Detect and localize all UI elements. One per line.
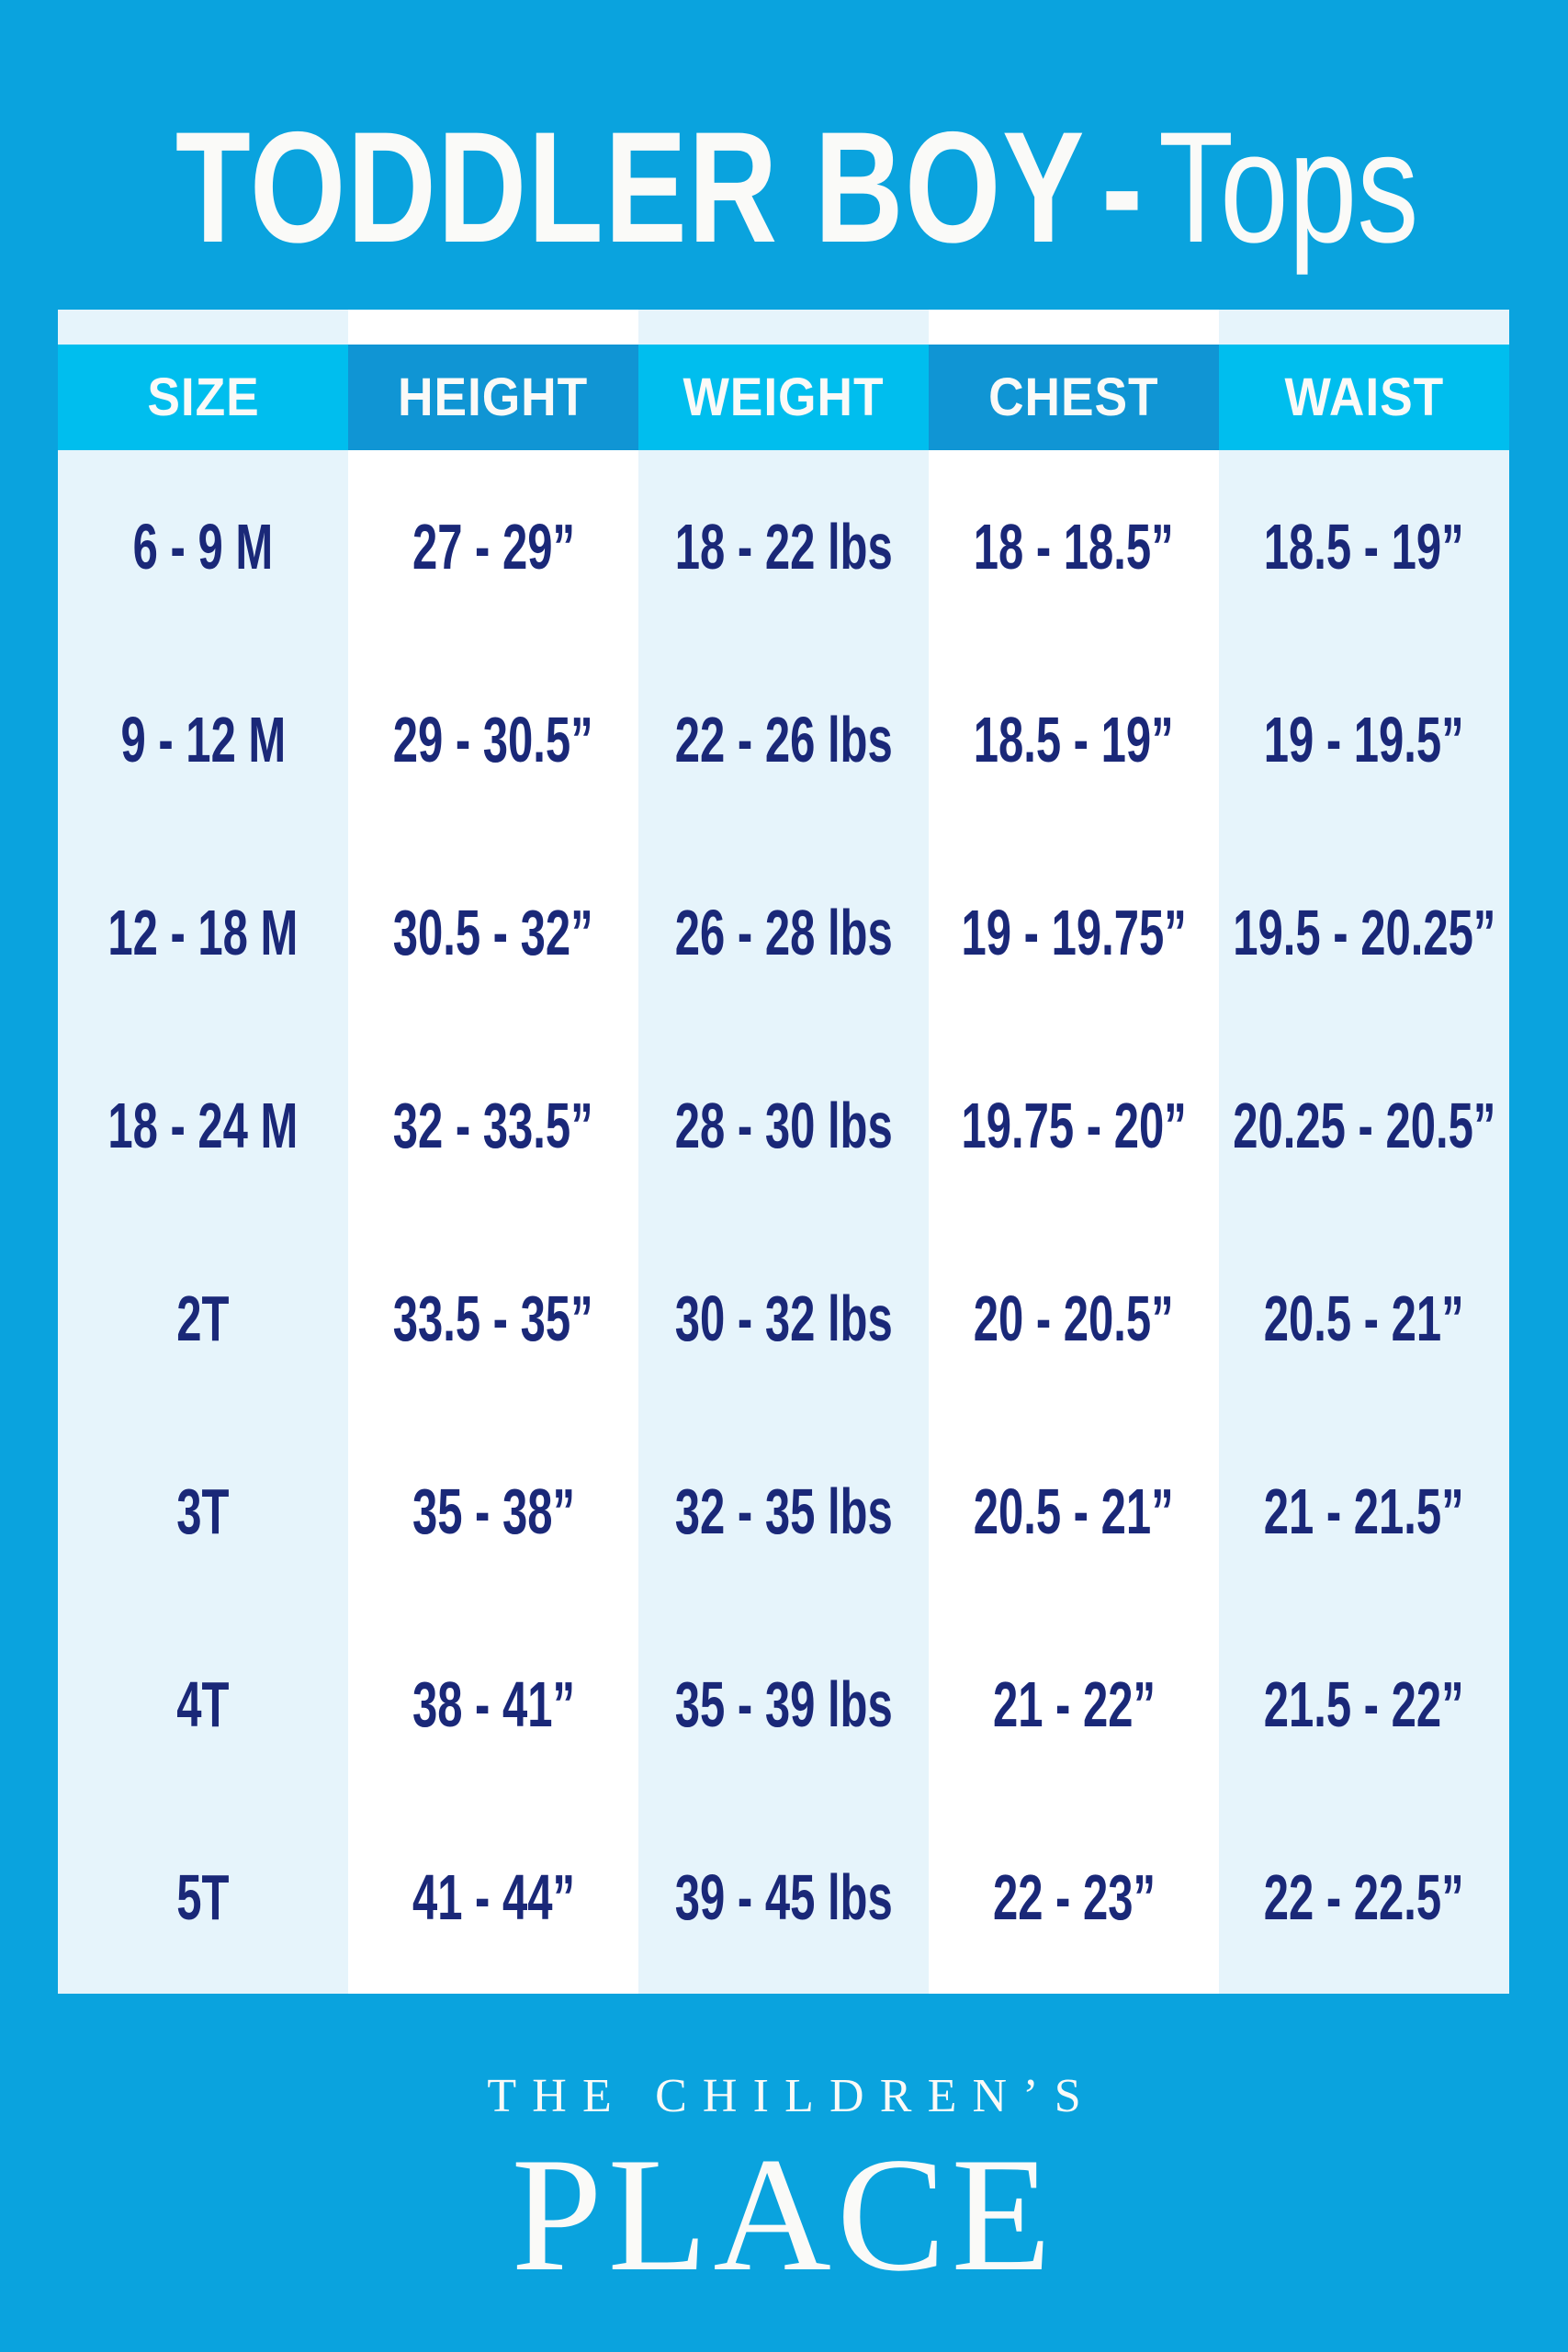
brand-logo-top-line: THE CHILDREN’S [487,2070,1097,2122]
page-title: TODDLER BOY-Tops [0,108,1568,266]
cell-waist: 19.5 - 20.25” [1219,836,1509,1029]
strip-cell [1219,310,1509,345]
cell-size: 5T [58,1801,348,1994]
cell-chest: 20.5 - 21” [929,1415,1219,1608]
cell-height: 41 - 44” [348,1801,638,1994]
cell-weight: 32 - 35 lbs [638,1415,929,1608]
cell-height: 27 - 29” [348,450,638,643]
table-row: 2T 33.5 - 35” 30 - 32 lbs 20 - 20.5” 20.… [58,1222,1509,1415]
cell-size: 3T [58,1415,348,1608]
cell-height: 30.5 - 32” [348,836,638,1029]
cell-weight: 18 - 22 lbs [638,450,929,643]
table-header-row: SIZE HEIGHT WEIGHT CHEST WAIST [58,345,1509,450]
title-category: TODDLER BOY [175,99,1087,276]
table-row: 12 - 18 M 30.5 - 32” 26 - 28 lbs 19 - 19… [58,836,1509,1029]
cell-waist: 20.25 - 20.5” [1219,1029,1509,1222]
cell-weight: 26 - 28 lbs [638,836,929,1029]
brand-logo-wordmark: PLACE [511,2123,1057,2305]
size-chart-table: SIZE HEIGHT WEIGHT CHEST WAIST 6 - 9 M 2… [58,310,1509,1994]
table-row: 18 - 24 M 32 - 33.5” 28 - 30 lbs 19.75 -… [58,1029,1509,1222]
cell-size: 4T [58,1608,348,1801]
title-garment: Tops [1158,99,1419,276]
cell-waist: 20.5 - 21” [1219,1222,1509,1415]
cell-size: 18 - 24 M [58,1029,348,1222]
cell-chest: 19.75 - 20” [929,1029,1219,1222]
cell-chest: 21 - 22” [929,1608,1219,1801]
cell-height: 32 - 33.5” [348,1029,638,1222]
cell-weight: 39 - 45 lbs [638,1801,929,1994]
header-cell-height: HEIGHT [348,345,638,450]
cell-weight: 30 - 32 lbs [638,1222,929,1415]
cell-height: 29 - 30.5” [348,643,638,836]
cell-chest: 18 - 18.5” [929,450,1219,643]
header-cell-weight: WEIGHT [638,345,929,450]
cell-waist: 21.5 - 22” [1219,1608,1509,1801]
strip-cell [58,310,348,345]
cell-chest: 22 - 23” [929,1801,1219,1994]
cell-waist: 21 - 21.5” [1219,1415,1509,1608]
cell-chest: 18.5 - 19” [929,643,1219,836]
table-row: 5T 41 - 44” 39 - 45 lbs 22 - 23” 22 - 22… [58,1801,1509,1994]
cell-height: 33.5 - 35” [348,1222,638,1415]
cell-weight: 28 - 30 lbs [638,1029,929,1222]
cell-size: 12 - 18 M [58,836,348,1029]
cell-waist: 22 - 22.5” [1219,1801,1509,1994]
cell-weight: 22 - 26 lbs [638,643,929,836]
cell-height: 35 - 38” [348,1415,638,1608]
cell-weight: 35 - 39 lbs [638,1608,929,1801]
top-strip [58,310,1509,345]
header-cell-chest: CHEST [929,345,1219,450]
cell-waist: 18.5 - 19” [1219,450,1509,643]
cell-height: 38 - 41” [348,1608,638,1801]
header-cell-waist: WAIST [1219,345,1509,450]
table-row: 4T 38 - 41” 35 - 39 lbs 21 - 22” 21.5 - … [58,1608,1509,1801]
strip-cell [929,310,1219,345]
cell-chest: 20 - 20.5” [929,1222,1219,1415]
cell-size: 6 - 9 M [58,450,348,643]
header-cell-size: SIZE [58,345,348,450]
cell-size: 2T [58,1222,348,1415]
table-row: 3T 35 - 38” 32 - 35 lbs 20.5 - 21” 21 - … [58,1415,1509,1608]
table-row: 6 - 9 M 27 - 29” 18 - 22 lbs 18 - 18.5” … [58,450,1509,643]
strip-cell [638,310,929,345]
cell-waist: 19 - 19.5” [1219,643,1509,836]
cell-size: 9 - 12 M [58,643,348,836]
strip-cell [348,310,638,345]
title-dash: - [1101,99,1143,276]
table-row: 9 - 12 M 29 - 30.5” 22 - 26 lbs 18.5 - 1… [58,643,1509,836]
brand-logo: THE CHILDREN’S PLACE [0,2069,1568,2296]
cell-chest: 19 - 19.75” [929,836,1219,1029]
